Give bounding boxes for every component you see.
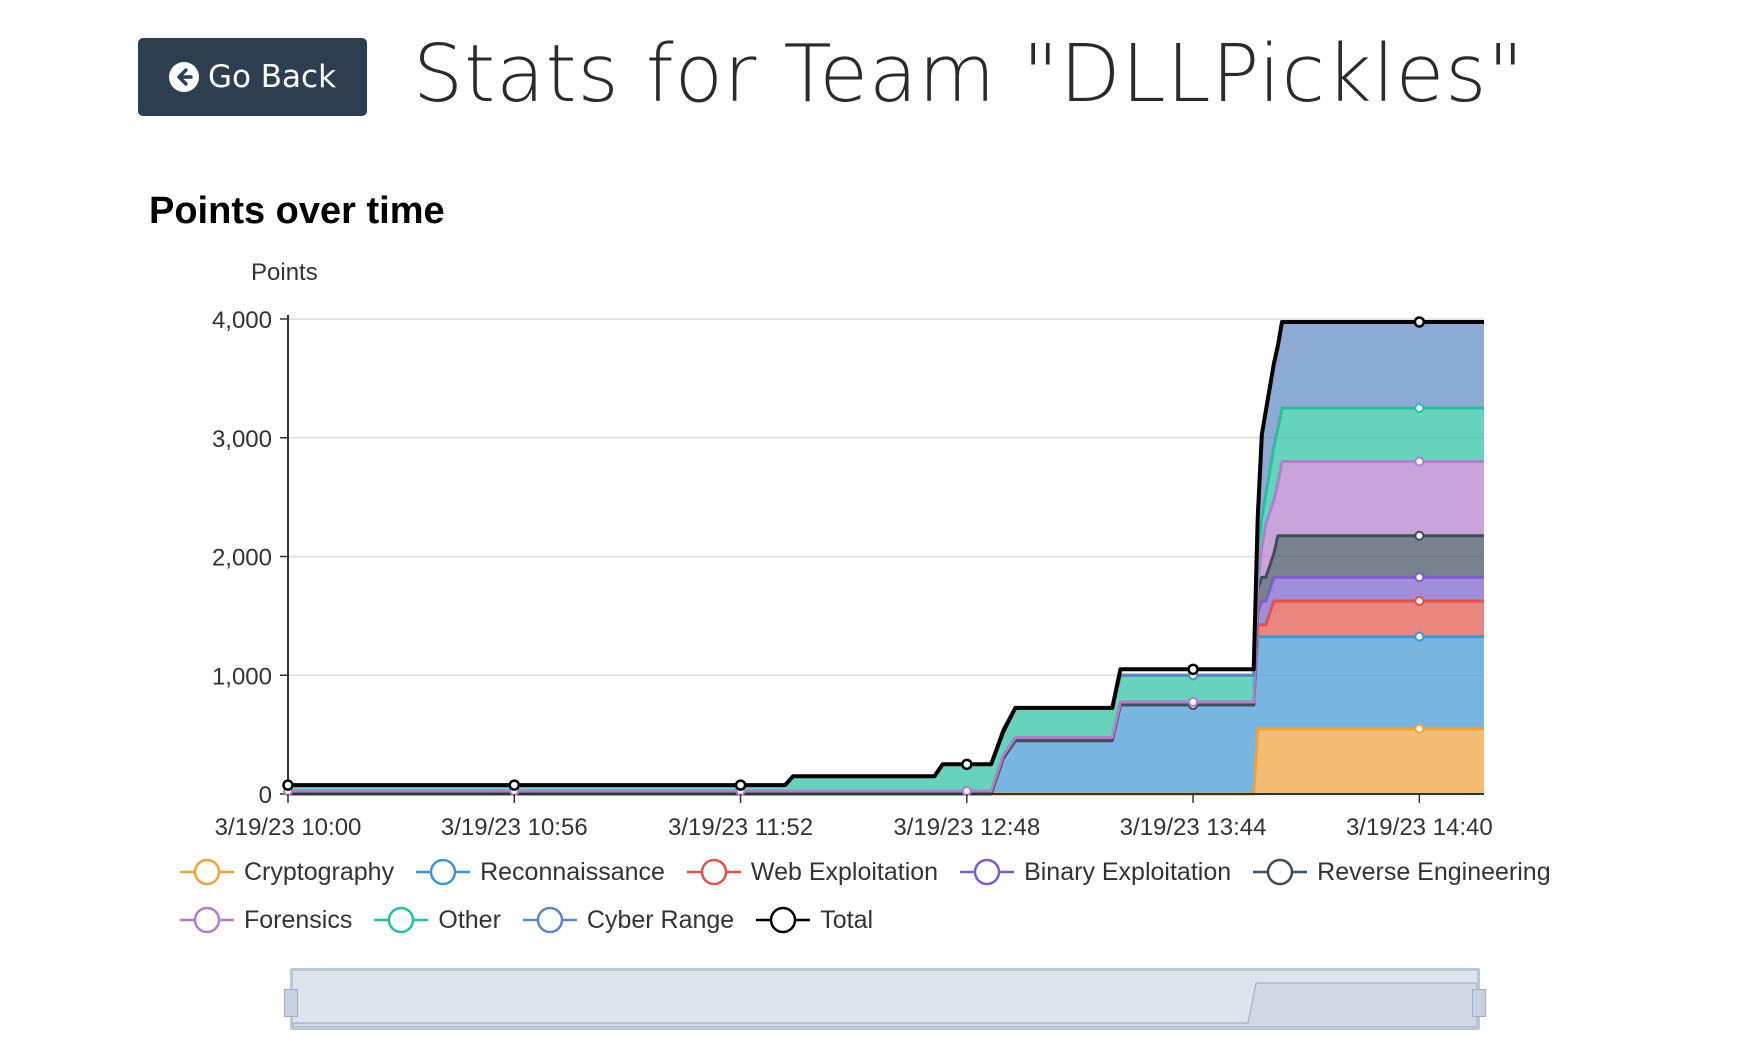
area-reconnaissance	[288, 636, 1484, 794]
legend-label: Web Exploitation	[750, 857, 939, 886]
legend-item-binary-exploitation[interactable]: Binary Exploitation	[960, 857, 1231, 887]
area-forensics	[288, 461, 1484, 794]
y-tick-label: 1,000	[212, 663, 272, 690]
zoom-slider[interactable]	[284, 968, 1486, 1030]
data-point-web-exploitation	[1414, 596, 1425, 607]
data-point-total	[1187, 663, 1199, 676]
page-header: Go Back Stats for Team "DLLPickles"	[138, 28, 1718, 120]
data-point-forensics	[961, 786, 972, 797]
chart-title: Points over time	[149, 190, 445, 232]
area-cyber-range	[288, 322, 1484, 786]
data-point-total	[508, 779, 521, 791]
go-back-button[interactable]: Go Back	[138, 38, 367, 116]
arrow-circle-left-icon	[168, 62, 199, 92]
data-point-total	[961, 758, 973, 771]
slider-preview	[293, 982, 1477, 1027]
y-tick-label: 2,000	[212, 545, 272, 572]
legend-label: Cryptography	[244, 857, 395, 886]
legend-marker-icon	[756, 906, 811, 934]
area-other	[288, 408, 1484, 791]
slider-handle-right[interactable]	[1472, 989, 1486, 1017]
y-axis-label: Points	[251, 259, 318, 286]
legend-row: Forensics Other Cyber Range Total	[180, 896, 1600, 944]
data-point-cryptography	[1414, 723, 1425, 734]
x-tick-label: 3/19/23 14:40	[1346, 814, 1493, 841]
legend-label: Reverse Engineering	[1317, 857, 1551, 886]
legend-item-web-exploitation[interactable]: Web Exploitation	[686, 857, 939, 887]
legend-row: Cryptography Reconnaissance Web Exploitati…	[180, 848, 1600, 896]
area-cryptography	[288, 728, 1484, 794]
go-back-label: Go Back	[207, 59, 337, 95]
chart-legend: Cryptography Reconnaissance Web Exploitati…	[180, 848, 1600, 944]
x-tick-label: 3/19/23 10:56	[441, 814, 588, 841]
x-tick-label: 3/19/23 10:00	[215, 814, 362, 841]
legend-item-cyber-range[interactable]: Cyber Range	[522, 905, 735, 935]
y-tick-label: 3,000	[212, 426, 272, 453]
legend-item-reconnaissance[interactable]: Reconnaissance	[416, 857, 665, 887]
area-web-exploitation	[288, 601, 1484, 794]
data-point-reverse-engineering	[1414, 530, 1425, 541]
y-tick-label: 0	[259, 782, 272, 809]
data-point-total	[734, 779, 747, 791]
data-point-binary-exploitation	[1414, 572, 1425, 583]
legend-label: Forensics	[244, 905, 353, 934]
legend-item-cryptography[interactable]: Cryptography	[180, 857, 394, 887]
data-point-total	[282, 779, 294, 791]
page-title: Stats for Team "DLLPickles"	[413, 28, 1525, 120]
legend-marker-icon	[180, 858, 234, 886]
legend-item-other[interactable]: Other	[374, 905, 501, 935]
legend-marker-icon	[522, 906, 577, 934]
legend-label: Reconnaissance	[480, 857, 665, 886]
line-total	[288, 320, 1484, 788]
y-tick-label: 4,000	[212, 307, 272, 334]
area-reverse-engineering	[288, 535, 1484, 794]
legend-label: Total	[820, 905, 874, 934]
x-tick-label: 3/19/23 11:52	[668, 814, 813, 841]
legend-label: Cyber Range	[586, 905, 735, 934]
legend-marker-icon	[416, 858, 471, 886]
data-point-other	[1414, 403, 1425, 414]
legend-item-forensics[interactable]: Forensics	[180, 905, 352, 935]
legend-marker-icon	[374, 906, 429, 934]
chart: 0 1,000 2,000 3,000 4,000 Points 3/19/23 10:00…	[212, 259, 1493, 841]
x-tick-label: 3/19/23 13:44	[1120, 814, 1267, 841]
data-point-total	[1413, 316, 1426, 328]
data-point-forensics	[1414, 456, 1425, 467]
legend-marker-icon	[180, 906, 234, 934]
legend-item-total[interactable]: Total	[756, 905, 873, 935]
area-binary-exploitation	[288, 577, 1484, 794]
data-point-reconnaissance	[1414, 631, 1425, 642]
slider-handle-left[interactable]	[284, 989, 298, 1017]
line-forensics	[288, 460, 1484, 793]
legend-marker-icon	[960, 858, 1015, 886]
legend-label: Other	[438, 905, 501, 934]
legend-marker-icon	[1253, 858, 1308, 886]
legend-label: Binary Exploitation	[1024, 857, 1232, 886]
legend-item-reverse-engineering[interactable]: Reverse Engineering	[1253, 857, 1551, 887]
x-tick-label: 3/19/23 12:48	[893, 814, 1040, 841]
legend-marker-icon	[686, 858, 741, 886]
data-point-forensics	[1188, 696, 1199, 707]
